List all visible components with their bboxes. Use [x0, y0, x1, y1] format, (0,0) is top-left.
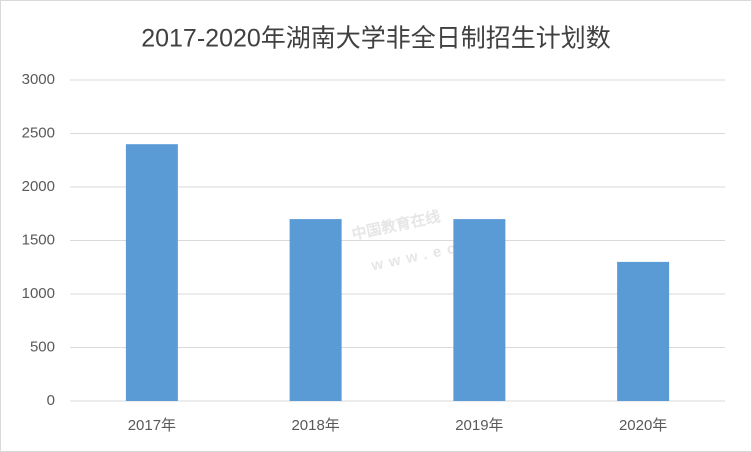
y-tick-label: 0 [47, 392, 55, 409]
y-tick-label: 1000 [22, 285, 55, 302]
y-tick-label: 2000 [22, 178, 55, 195]
x-tick-label: 2017年 [128, 417, 176, 434]
bar [453, 219, 506, 401]
y-tick-label: 500 [30, 338, 55, 355]
x-tick-label: 2019年 [455, 417, 503, 434]
bar [125, 144, 178, 401]
bar [289, 219, 342, 401]
y-tick-label: 3000 [22, 71, 55, 88]
x-tick-label: 2018年 [291, 417, 339, 434]
y-tick-label: 1500 [22, 231, 55, 248]
bar [617, 261, 670, 401]
chart-title: 2017-2020年湖南大学非全日制招生计划数 [141, 25, 611, 53]
y-tick-label: 2500 [22, 124, 55, 141]
x-tick-label: 2020年 [619, 417, 667, 434]
